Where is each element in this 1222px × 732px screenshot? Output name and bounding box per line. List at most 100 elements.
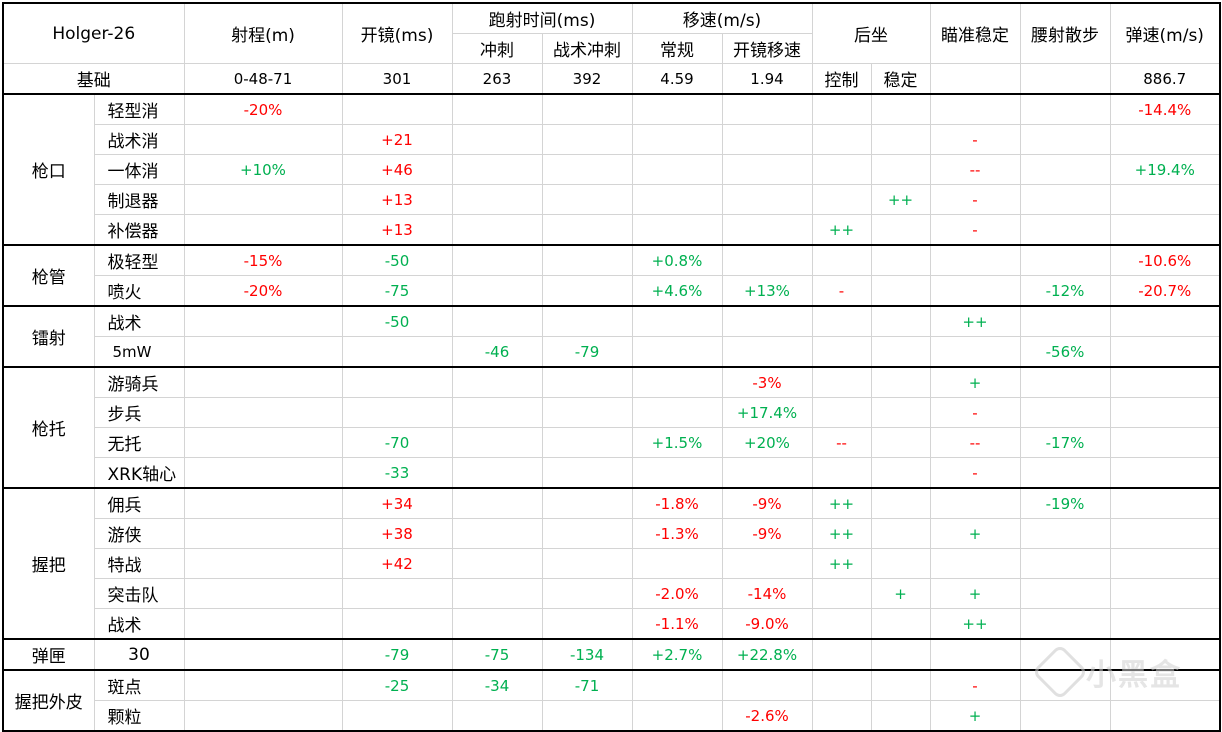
stat-cell (1109, 578, 1221, 609)
stat-cell: + (929, 700, 1021, 732)
stat-cell (1019, 548, 1111, 579)
table-row: 战术消 +21 - (3, 124, 1221, 155)
stat-cell (541, 578, 633, 609)
stat-cell (870, 93, 931, 125)
stat-cell (541, 244, 633, 276)
stat-cell: -71 (541, 669, 633, 701)
stat-cell: - (929, 397, 1021, 428)
stat-cell: -10.6% (1109, 244, 1221, 276)
stat-cell: + (929, 366, 1021, 398)
table-row: 突击队 -2.0% -14% + + (3, 578, 1221, 609)
attachment-name: 轻型消 (93, 93, 185, 125)
attachment-name: 一体消 (93, 154, 185, 185)
stat-cell (183, 457, 343, 489)
attachment-name: 斑点 (93, 669, 185, 701)
stat-cell (1109, 518, 1221, 549)
stat-cell (929, 275, 1021, 307)
weapon-name: Holger-26 (2, 2, 185, 64)
stat-cell (811, 457, 872, 489)
stat-cell (929, 244, 1021, 276)
stat-cell: -- (811, 427, 872, 458)
stat-cell (811, 93, 872, 125)
group-label: 握把 (2, 487, 95, 640)
stat-cell (1109, 669, 1221, 701)
normal-speed-subheader: 常规 (631, 33, 723, 64)
stat-cell (870, 214, 931, 246)
stat-cell (451, 700, 543, 732)
stat-cell (541, 305, 633, 337)
attachment-name: 战术 (93, 608, 185, 640)
stat-cell: +4.6% (631, 275, 723, 307)
stat-cell (721, 214, 813, 246)
stat-cell (721, 124, 813, 155)
stat-cell (183, 608, 343, 640)
stat-cell: -20.7% (1109, 275, 1221, 307)
sprint-to-fire-header: 跑射时间(ms) (451, 2, 633, 34)
stat-cell (1109, 427, 1221, 458)
stat-cell: ++ (811, 518, 872, 549)
stat-cell (1019, 578, 1111, 609)
ads-header: 开镜(ms) (341, 2, 453, 64)
stat-cell (541, 457, 633, 489)
stat-cell (721, 184, 813, 215)
stat-cell (183, 669, 343, 701)
stat-cell (811, 244, 872, 276)
table-row: 步兵 +17.4% - (3, 397, 1221, 428)
attachment-name: 制退器 (93, 184, 185, 215)
attachment-name: 颗粒 (93, 700, 185, 732)
stat-cell (1019, 214, 1111, 246)
stat-cell (451, 214, 543, 246)
stat-cell (721, 548, 813, 579)
base-control-label: 控制 (811, 63, 872, 95)
stat-cell (183, 427, 343, 458)
stat-cell (451, 275, 543, 307)
aim-stability-header: 瞄准稳定 (929, 2, 1021, 64)
table-row: 握把 佣兵 +34 -1.8% -9% ++ -19% (2, 487, 1221, 640)
stat-cell: +34 (341, 487, 453, 519)
stat-cell (341, 608, 453, 640)
stat-cell (183, 397, 343, 428)
stat-cell: + (929, 518, 1021, 549)
attachment-name: 步兵 (93, 397, 185, 428)
stat-cell: - (929, 214, 1021, 246)
stat-cell: -20% (183, 275, 343, 307)
table-row: 枪口 轻型消 -20% -14.4% (2, 93, 1221, 246)
stat-cell: +13 (341, 184, 453, 215)
base-label: 基础 (2, 63, 185, 95)
stat-cell (1019, 244, 1111, 276)
base-bullet-velocity: 886.7 (1109, 63, 1221, 95)
attachment-name: 佣兵 (93, 487, 185, 519)
stat-cell (183, 214, 343, 246)
group-label: 枪口 (2, 93, 95, 246)
stat-cell (451, 608, 543, 640)
stat-cell (183, 638, 343, 671)
stat-cell: -2.0% (631, 578, 723, 609)
stat-cell (721, 305, 813, 337)
stat-cell (183, 518, 343, 549)
attachment-name: 战术消 (93, 124, 185, 155)
stat-cell: +10% (183, 154, 343, 185)
stat-cell (451, 487, 543, 519)
stat-cell (183, 548, 343, 579)
stat-cell (451, 548, 543, 579)
bullet-velocity-header: 弹速(m/s) (1109, 2, 1221, 64)
stat-cell: ++ (811, 548, 872, 579)
stat-cell (870, 487, 931, 519)
stat-cell (541, 124, 633, 155)
group-label: 弹匣 (2, 638, 95, 671)
stat-cell: +38 (341, 518, 453, 549)
stat-cell (811, 124, 872, 155)
stat-cell (811, 578, 872, 609)
stat-cell (451, 184, 543, 215)
table-row: 一体消 +10% +46 -- +19.4% (3, 154, 1221, 185)
stat-cell (870, 638, 931, 671)
stat-cell: - (811, 275, 872, 307)
stat-cell: - (929, 457, 1021, 489)
stat-cell: -56% (1019, 336, 1111, 368)
stat-cell (870, 457, 931, 489)
stat-cell (811, 638, 872, 671)
recoil-header: 后坐 (811, 2, 931, 64)
stat-cell (451, 244, 543, 276)
stat-cell (1109, 305, 1221, 337)
